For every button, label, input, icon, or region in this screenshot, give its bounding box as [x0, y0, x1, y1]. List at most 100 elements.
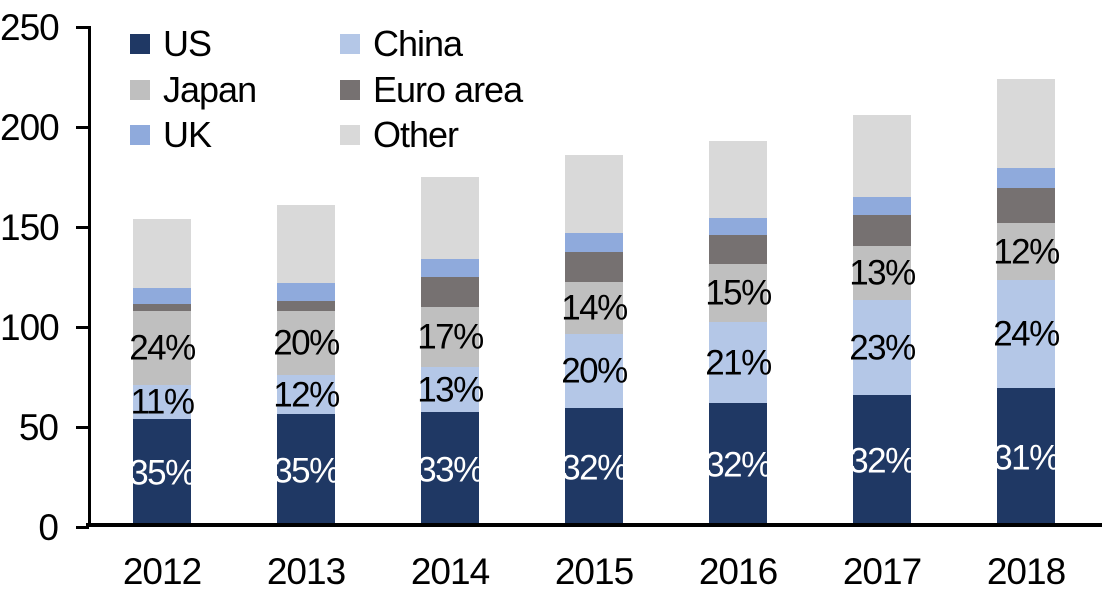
- segment-percent-label: 12%: [273, 375, 340, 414]
- legend-swatch-icon: [340, 125, 360, 145]
- bar-segment-other: [853, 115, 911, 197]
- bar-segment-china: [133, 385, 191, 419]
- segment-percent-label: 20%: [273, 323, 340, 363]
- x-axis-line: [86, 523, 1102, 527]
- bar-segment-uk: [709, 218, 767, 235]
- bar-segment-japan: [997, 223, 1055, 280]
- bar-segment-us: [421, 412, 479, 527]
- bar-segment-china: [565, 334, 623, 408]
- bar-segment-other: [997, 79, 1055, 168]
- legend-label: China: [373, 23, 463, 64]
- bar-segment-euro-area: [709, 235, 767, 264]
- bar-segment-uk: [997, 168, 1055, 188]
- segment-percent-label: 17%: [417, 317, 484, 357]
- segment-percent-label: 24%: [129, 328, 196, 368]
- bar-segment-other: [565, 155, 623, 233]
- bar-segment-japan: [709, 264, 767, 322]
- x-axis-tick-label: 2015: [554, 551, 634, 592]
- y-axis-tick-label: 250: [0, 7, 60, 48]
- segment-percent-label: 12%: [993, 232, 1060, 271]
- bar-segment-japan: [277, 311, 335, 375]
- bar-segment-other: [421, 177, 479, 259]
- bar-segment-us: [133, 419, 191, 527]
- segment-percent-label: 13%: [417, 370, 484, 409]
- y-axis-tick: [76, 126, 89, 129]
- legend-swatch-icon: [130, 34, 150, 54]
- bar-segment-other: [277, 205, 335, 283]
- legend-label: Other: [373, 114, 459, 155]
- bar-segment-uk: [133, 288, 191, 304]
- legend-swatch-icon: [340, 80, 360, 100]
- y-axis-tick: [76, 426, 89, 429]
- x-axis-tick-label: 2013: [266, 551, 346, 592]
- bar-segment-uk: [853, 197, 911, 215]
- y-axis-tick: [76, 226, 89, 229]
- bar-segment-euro-area: [133, 304, 191, 311]
- legend-label: US: [163, 23, 212, 64]
- segment-percent-label: 35%: [129, 453, 196, 493]
- segment-percent-label: 32%: [849, 441, 916, 481]
- bar-segment-china: [709, 322, 767, 403]
- segment-percent-label: 20%: [561, 351, 628, 391]
- bar-segment-other: [133, 219, 191, 288]
- segment-percent-label: 35%: [273, 451, 340, 490]
- segment-percent-label: 33%: [417, 450, 484, 489]
- segment-percent-label: 21%: [705, 343, 772, 382]
- segment-percent-label: 24%: [993, 314, 1060, 354]
- bar-segment-euro-area: [277, 301, 335, 311]
- bar-segment-euro-area: [565, 252, 623, 282]
- bar-segment-other: [709, 141, 767, 218]
- bar-segment-us: [277, 414, 335, 527]
- bar-segment-china: [277, 375, 335, 414]
- y-axis-tick: [76, 26, 89, 29]
- bar-segment-uk: [421, 259, 479, 277]
- y-axis-tick-label: 0: [38, 507, 59, 548]
- segment-percent-label: 23%: [849, 328, 916, 367]
- legend-item-other: Other: [340, 114, 459, 155]
- bar-segment-japan: [133, 311, 191, 385]
- y-axis-tick-label: 100: [0, 307, 60, 348]
- segment-percent-label: 15%: [705, 273, 772, 313]
- legend-label: UK: [163, 114, 212, 155]
- x-axis-tick-label: 2014: [410, 551, 490, 592]
- bar-segment-japan: [565, 282, 623, 334]
- y-axis-tick-label: 150: [0, 207, 60, 248]
- segment-percent-label: 13%: [849, 253, 916, 293]
- y-axis-tick: [76, 326, 89, 329]
- bar-segment-us: [565, 408, 623, 527]
- x-axis-tick-label: 2017: [842, 551, 922, 592]
- bar-segment-us: [997, 388, 1055, 527]
- segment-percent-label: 31%: [993, 438, 1060, 477]
- y-axis-line: [88, 26, 91, 527]
- bar-segment-china: [853, 300, 911, 395]
- legend-label: Euro area: [373, 69, 523, 110]
- bar-segment-euro-area: [421, 277, 479, 307]
- x-axis-tick-label: 2016: [698, 551, 778, 592]
- legend-item-uk: UK: [130, 114, 212, 155]
- legend-item-japan: Japan: [130, 69, 257, 110]
- segment-percent-label: 14%: [561, 288, 628, 328]
- bar-segment-uk: [565, 233, 623, 252]
- segment-percent-label: 11%: [130, 382, 195, 422]
- legend-swatch-icon: [130, 125, 150, 145]
- bar-segment-euro-area: [997, 188, 1055, 223]
- legend-swatch-icon: [340, 34, 360, 54]
- x-axis-tick-label: 2018: [986, 551, 1066, 592]
- bar-segment-china: [997, 280, 1055, 388]
- bar-segment-china: [421, 367, 479, 412]
- bar-segment-euro-area: [853, 215, 911, 246]
- legend-item-us: US: [130, 23, 212, 64]
- x-axis-tick-label: 2012: [122, 551, 202, 592]
- legend-item-china: China: [340, 23, 463, 64]
- legend-label: Japan: [163, 69, 257, 110]
- bar-segment-uk: [277, 283, 335, 301]
- y-axis-tick-label: 50: [18, 407, 59, 448]
- legend-swatch-icon: [130, 80, 150, 100]
- legend-item-euro-area: Euro area: [340, 69, 523, 110]
- bar-segment-japan: [853, 246, 911, 300]
- bar-segment-us: [709, 403, 767, 527]
- segment-percent-label: 32%: [561, 448, 628, 487]
- segment-percent-label: 32%: [705, 445, 772, 485]
- y-axis-tick-label: 200: [0, 107, 60, 148]
